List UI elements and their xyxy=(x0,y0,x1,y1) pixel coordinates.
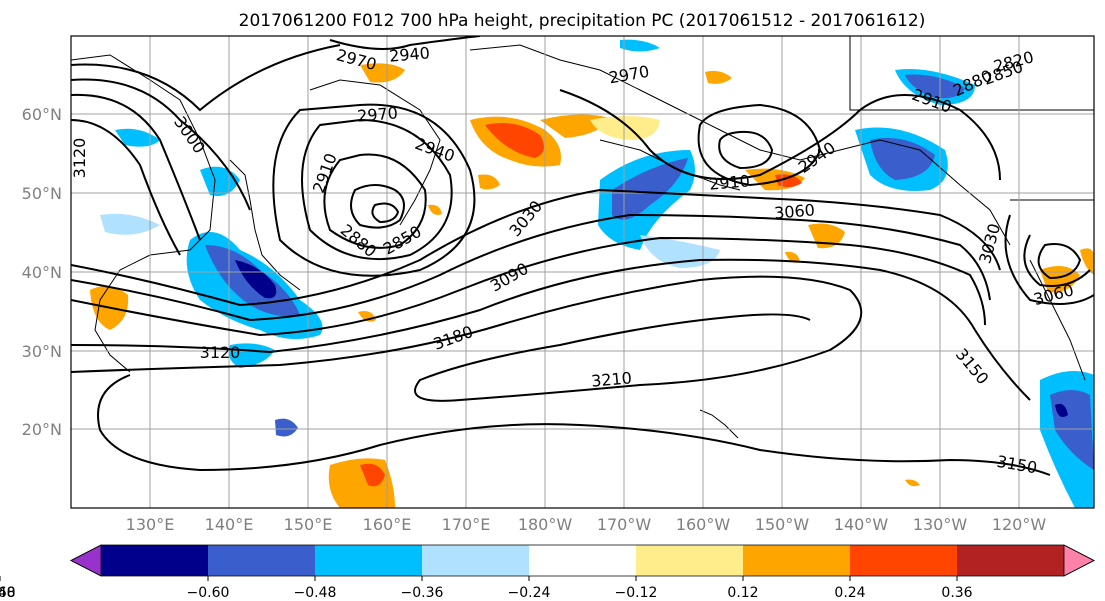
lat-label: 50°N xyxy=(22,184,62,203)
colorbar-tick-label: −0.12 xyxy=(615,585,658,601)
lon-label: 160°E xyxy=(363,515,412,534)
lon-label: 150°W xyxy=(755,515,810,534)
lon-label: 170°E xyxy=(442,515,491,534)
lon-label: 170°W xyxy=(597,515,652,534)
lon-label: 140°W xyxy=(834,515,889,534)
contour-label: 2940 xyxy=(388,43,430,65)
lon-label: 160°W xyxy=(676,515,731,534)
colorbar-segment xyxy=(529,545,637,576)
lat-label: 30°N xyxy=(22,342,62,361)
lat-label: 20°N xyxy=(22,420,62,439)
map-frame xyxy=(70,35,1095,509)
lon-label: 130°W xyxy=(913,515,968,534)
colorbar-tick-label: 0.24 xyxy=(834,585,865,601)
map-title: 2017061200 F012 700 hPa height, precipit… xyxy=(239,11,926,31)
lon-label: 120°W xyxy=(992,515,1047,534)
colorbar-tick-label: −0.60 xyxy=(187,585,230,601)
colorbar-segment xyxy=(636,545,744,576)
colorbar-segment xyxy=(208,545,316,576)
colorbar-segment xyxy=(422,545,530,576)
lon-label: 130°E xyxy=(126,515,175,534)
colorbar-tick-label: 0.36 xyxy=(941,585,972,601)
gridlines xyxy=(71,36,1094,508)
colorbar-tick-label: 0.60 xyxy=(0,585,16,601)
colorbar-extend-high xyxy=(1063,544,1095,577)
lon-label: 150°E xyxy=(284,515,333,534)
colorbar-segment xyxy=(957,545,1065,576)
colorbar-segment xyxy=(850,545,958,576)
colorbar-extend-low xyxy=(70,544,102,577)
contour-label: 2910 xyxy=(708,171,750,193)
colorbar-tick-label: 0.48 xyxy=(0,585,16,601)
colorbar-segment xyxy=(315,545,423,576)
lon-label: 140°E xyxy=(205,515,254,534)
height-contours xyxy=(71,36,1094,476)
colorbar-segment xyxy=(743,545,851,576)
contour-label: 3120 xyxy=(200,343,241,362)
lat-label: 40°N xyxy=(22,263,62,282)
lat-label: 60°N xyxy=(22,105,62,124)
contour-label: 3060 xyxy=(773,200,815,222)
colorbar-tick-label: −0.24 xyxy=(508,585,551,601)
precip-positive xyxy=(90,63,1094,508)
map-area: 2940 2970 2820 2850 2880 2910 2970 2970 … xyxy=(70,36,1094,508)
colorbar-tick-label: 0.12 xyxy=(727,585,758,601)
colorbar: −0.60 −0.48 −0.36 −0.24 −0.12 0.12 0.24 0.36 0.4… xyxy=(0,544,1095,601)
colorbar-outline xyxy=(70,544,1095,577)
lat-labels: 60°N 50°N 40°N 30°N 20°N xyxy=(22,105,62,439)
contour-label: 3210 xyxy=(590,368,632,390)
lon-labels: 130°E 140°E 150°E 160°E 170°E 180°W 170°… xyxy=(126,515,1047,534)
colorbar-segment xyxy=(101,545,209,576)
contour-label: 3120 xyxy=(70,138,89,179)
contour-label: 2970 xyxy=(356,103,398,125)
lon-label: 180°W xyxy=(518,515,573,534)
colorbar-tick-label: −0.48 xyxy=(294,585,337,601)
colorbar-tick-label: −0.36 xyxy=(401,585,444,601)
